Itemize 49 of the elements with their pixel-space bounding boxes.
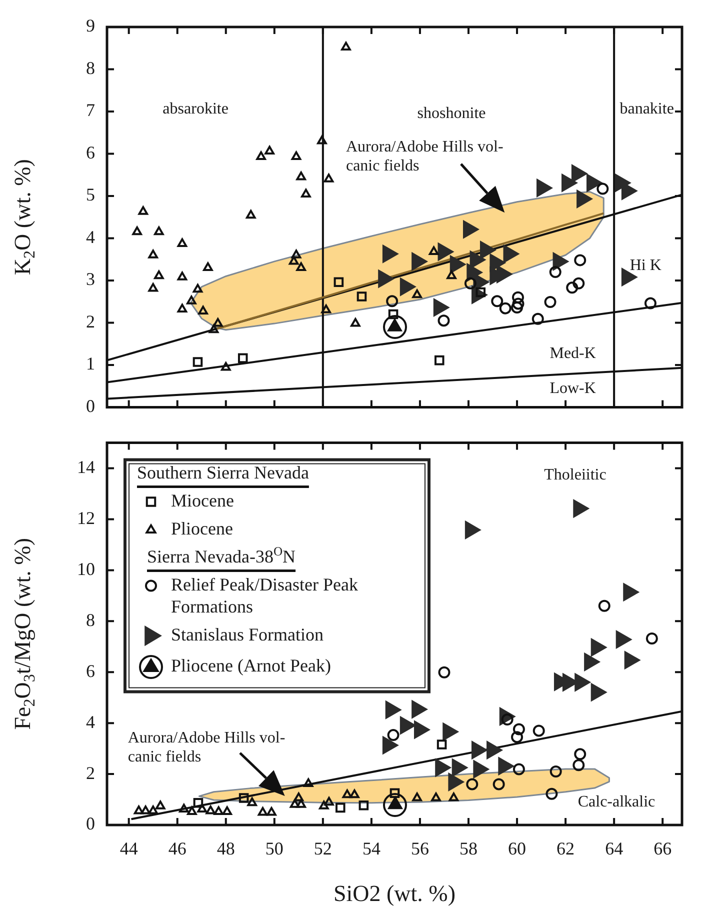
x-tick-label: 62 [556, 838, 575, 859]
legend-label: Relief Peak/Disaster Peak Formations [171, 574, 358, 617]
x-tick-label: 50 [265, 838, 284, 859]
x-tick-label: 48 [216, 838, 235, 859]
legend-title: Southern Sierra Nevada [137, 462, 309, 483]
y-tick-label: 8 [86, 58, 95, 78]
y-axis-title: K2O (wt. %) [10, 159, 39, 276]
y-tick-label: 4 [86, 226, 95, 247]
y-tick-label: 1 [86, 354, 95, 374]
annotation: Low-K [550, 380, 596, 398]
annotation: absarokite [162, 100, 228, 118]
y-tick-label: 8 [86, 610, 95, 630]
y-tick-label: 6 [86, 660, 95, 681]
annotation: Tholeiitic [544, 466, 606, 484]
annotation: Aurora/Adobe Hills vol- canic fields [346, 138, 504, 175]
legend-label: Pliocene [171, 518, 233, 539]
annotation: banakite [620, 100, 674, 118]
annotation: shoshonite [417, 104, 486, 122]
x-tick-label: 66 [654, 838, 672, 859]
x-tick-label: 60 [508, 838, 526, 859]
annotation: Aurora/Adobe Hills vol- canic fields [128, 730, 286, 766]
y-tick-label: 0 [86, 396, 95, 416]
y-tick-label: 2 [86, 311, 95, 332]
x-tick-label: 46 [168, 838, 186, 859]
y-tick-label: 12 [77, 508, 95, 528]
x-tick-label: 44 [120, 838, 138, 859]
y-tick-label: 5 [86, 184, 95, 205]
x-axis-title: SiO2 (wt. %) [333, 881, 456, 906]
y-tick-label: 0 [86, 814, 95, 834]
x-tick-label: 54 [362, 838, 380, 859]
annotation: Calc-alkalic [578, 793, 656, 810]
annotation: Med-K [550, 344, 596, 362]
y-tick-label: 4 [86, 712, 95, 732]
legend-label: Miocene [171, 490, 234, 511]
y-tick-label: 10 [77, 558, 95, 579]
y-tick-label: 7 [86, 100, 95, 120]
y-axis-title: Fe2O3t/MgO (wt. %) [10, 538, 39, 730]
y-tick-label: 9 [86, 16, 95, 36]
x-tick-label: 64 [605, 838, 624, 859]
x-tick-label: 58 [460, 838, 478, 859]
x-tick-label: 56 [410, 838, 429, 859]
y-tick-label: 6 [86, 142, 95, 162]
annotation: Hi K [630, 256, 662, 274]
y-tick-label: 14 [77, 457, 95, 478]
legend-label: Pliocene (Arnot Peak) [171, 656, 331, 676]
y-tick-label: 2 [86, 762, 95, 783]
legend-label: Stanislaus Formation [171, 624, 324, 645]
x-tick-label: 52 [314, 838, 332, 859]
y-tick-label: 3 [86, 269, 95, 290]
